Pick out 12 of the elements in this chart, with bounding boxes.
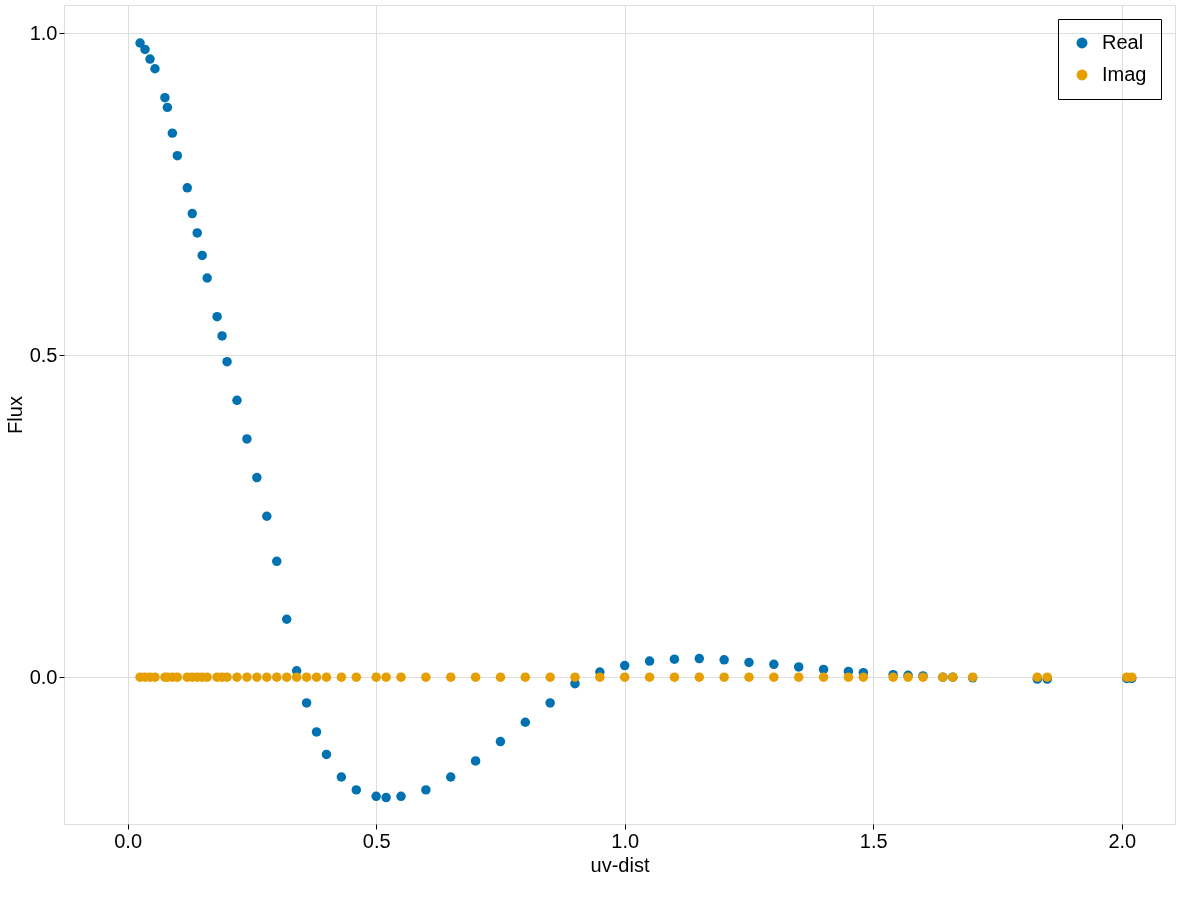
y-tick-label: 0.0 — [29, 665, 58, 688]
x-tick-label: 1.5 — [859, 829, 888, 852]
x-tick-label: 2.0 — [1108, 829, 1137, 852]
y-axis-title: Flux — [3, 396, 26, 434]
y-tick-label: 1.0 — [29, 21, 58, 44]
x-tick-label: 1.0 — [611, 829, 640, 852]
x-tick-label: 0.5 — [362, 829, 391, 852]
x-axis-title: uv-dist — [590, 853, 650, 876]
legend-label: Imag — [1102, 63, 1147, 85]
legend-label: Real — [1102, 31, 1144, 53]
x-tick-label: 0.0 — [114, 829, 143, 852]
y-tick-label: 0.5 — [29, 343, 58, 366]
